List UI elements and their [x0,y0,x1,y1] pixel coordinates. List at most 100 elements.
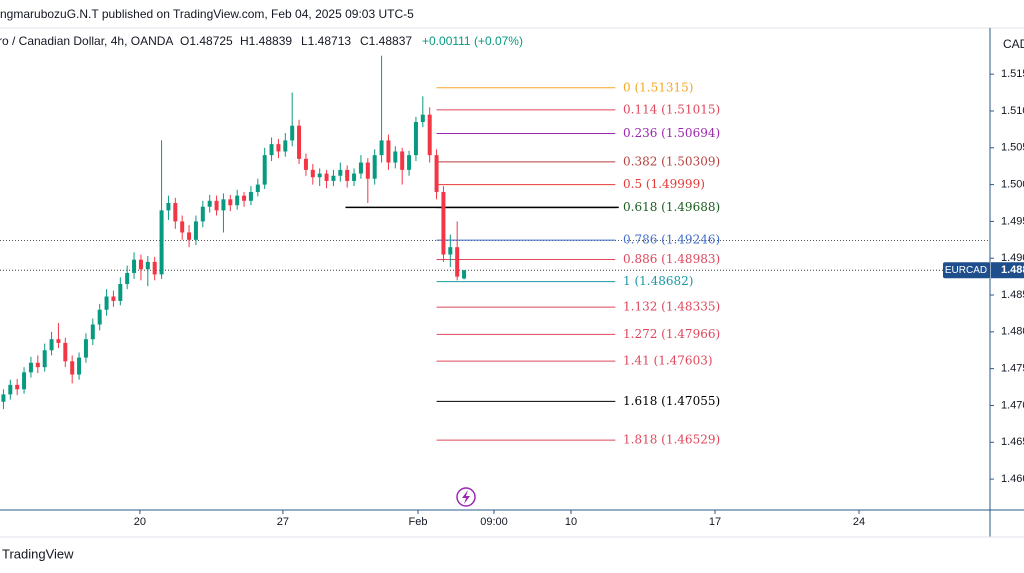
y-tick-label: 1.470 [1001,399,1024,411]
y-tick-label: 1.505 [1001,142,1024,154]
candle-body [379,140,384,156]
candle-body [152,261,157,275]
candle-body [228,199,233,206]
y-tick-label: 1.465 [1001,436,1024,448]
candle-body [407,155,412,170]
x-tick-label: 24 [853,516,865,528]
candle-body [386,140,391,163]
candle-body [35,362,40,368]
candle-body [365,162,370,179]
candle-body [22,372,27,390]
candle-body [255,184,260,192]
candle-body [118,283,123,301]
candle-body [283,140,288,152]
footer-logo: TradingView [2,546,74,561]
candle-body [49,339,54,351]
fib-level-label: 0.786 (1.49246) [623,233,720,247]
candle-body [70,361,75,375]
candle-body [400,151,405,170]
candle-body [310,169,315,178]
candle-body [8,384,13,395]
y-tick-label: 1.490 [1001,252,1024,264]
candle-body [104,296,109,310]
ohlc-high: H1.48839 [240,34,292,48]
candle-body [248,191,253,201]
lightning-icon[interactable] [456,487,476,507]
candle-body [324,173,329,181]
symbol-name: ro / Canadian Dollar, 4h, OANDA [0,34,173,48]
candle-body [420,114,425,123]
y-tick-label: 1.495 [1001,215,1024,227]
currency-label: CAD [1003,37,1024,51]
candle-body [132,259,137,273]
candle-body [166,203,171,211]
fib-level-label: 0 (1.51315) [623,80,693,94]
candle-body [193,221,198,240]
y-tick-label: 1.460 [1001,473,1024,485]
publisher-line: ngmarubozuG.N.T published on TradingView… [0,7,414,21]
symbol-tag-label: EURCAD [945,265,987,276]
candle-body [290,125,295,141]
y-tick-label: 1.480 [1001,326,1024,338]
ohlc-change: +0.00111 (+0.07%) [422,34,523,48]
candle-body [303,158,308,170]
candle-body [83,339,88,358]
candle-body [455,247,460,277]
price-tag [991,262,1024,279]
candle-body [427,114,432,156]
candle-body [207,200,212,207]
candle-body [63,342,68,362]
candle-body [242,195,247,201]
candle-body [28,362,33,373]
fib-level-label: 1.272 (1.47966) [623,327,720,341]
candle-body [276,144,281,152]
candle-body [221,199,226,211]
fib-level-label: 1 (1.48682) [623,274,693,288]
price-tag-label: 1.48837 [1001,264,1024,276]
candle-body [441,191,446,255]
fib-level-label: 0.618 (1.49688) [623,200,720,214]
x-tick-label: 20 [134,516,146,528]
candle-body [90,324,95,340]
candle-body [111,296,116,301]
candle-body [1,394,6,402]
candle-body [269,144,274,156]
candle-body [462,270,467,279]
candle-body [448,247,453,255]
candle-body [352,173,357,181]
ohlc-close: C1.48837 [360,34,412,48]
ohlc-open: O1.48725 [180,34,233,48]
fib-level-label: 0.114 (1.51015) [623,102,720,116]
y-tick-label: 1.485 [1001,289,1024,301]
x-tick-label: Feb [409,516,428,528]
candle-body [173,203,178,222]
y-tick-label: 1.510 [1001,105,1024,117]
candle-body [393,151,398,163]
fib-level-label: 1.132 (1.48335) [623,300,720,314]
candle-body [331,175,336,181]
candle-body [56,339,61,343]
x-tick-label: 09:00 [480,516,508,528]
symbol-tag [943,262,990,279]
candle-body [159,210,164,275]
candle-body [358,162,363,174]
candle-body [97,309,102,325]
fib-level-label: 0.382 (1.50309) [623,154,720,168]
candle-body [200,206,205,222]
fib-level-label: 0.236 (1.50694) [623,126,720,140]
y-tick-label: 1.515 [1001,68,1024,80]
x-tick-label: 27 [277,516,289,528]
candle-body [317,173,322,178]
candle-body [413,122,418,156]
ohlc-low: L1.48713 [301,34,351,48]
candle-body [434,155,439,192]
x-tick-label: 10 [565,516,577,528]
y-tick-label: 1.500 [1001,179,1024,191]
candle-body [372,155,377,179]
candle-body [180,221,185,233]
candle-body [297,125,302,159]
candle-body [138,259,143,270]
y-tick-label: 1.475 [1001,363,1024,375]
